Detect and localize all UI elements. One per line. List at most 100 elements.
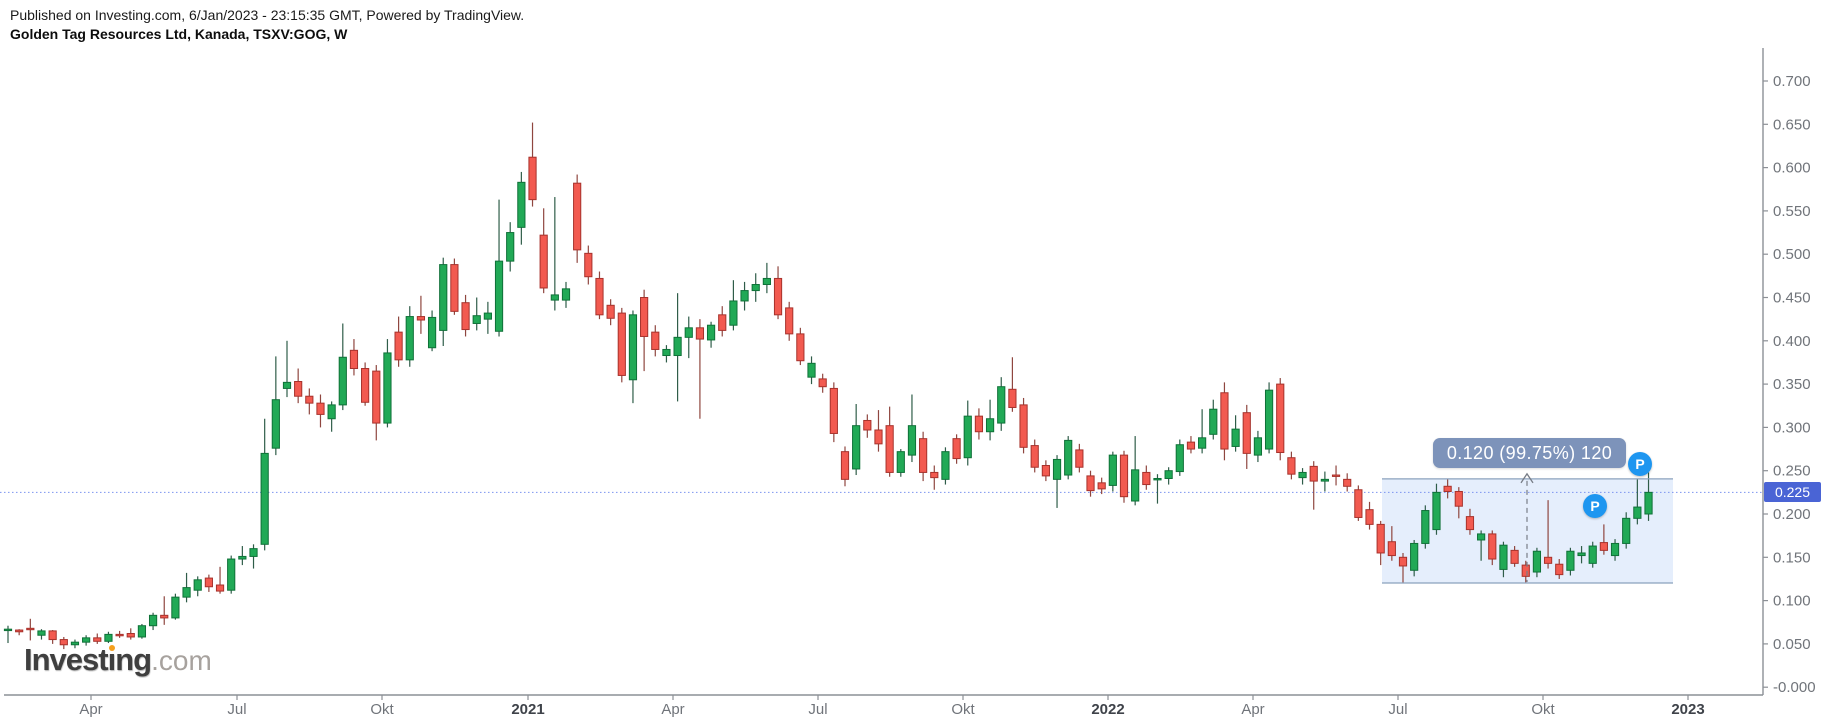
range-tooltip[interactable]: 0.120 (99.75%) 120 bbox=[1433, 438, 1626, 468]
candle bbox=[628, 310, 638, 404]
logo-text: Invest bbox=[24, 642, 109, 677]
candle bbox=[885, 406, 894, 477]
candle bbox=[785, 301, 794, 341]
price-badge: 0.225 bbox=[1764, 482, 1821, 502]
candle bbox=[818, 373, 827, 393]
candle bbox=[1119, 450, 1129, 503]
candle bbox=[1030, 439, 1039, 473]
candle bbox=[1175, 439, 1184, 476]
candle bbox=[1064, 436, 1073, 480]
candle bbox=[974, 408, 984, 440]
candle bbox=[282, 340, 292, 398]
candle bbox=[550, 197, 559, 311]
candle bbox=[941, 447, 950, 485]
candle bbox=[584, 245, 593, 285]
candle bbox=[863, 414, 872, 438]
candle bbox=[160, 596, 169, 625]
candle bbox=[1309, 461, 1318, 510]
candle bbox=[1477, 530, 1486, 561]
candle bbox=[907, 394, 917, 463]
candle bbox=[1153, 474, 1162, 504]
candle bbox=[640, 289, 649, 372]
logo-text: ng bbox=[115, 642, 152, 677]
candle bbox=[427, 310, 437, 352]
candle bbox=[182, 572, 191, 603]
x-axis-label: 2021 bbox=[511, 701, 544, 718]
candle bbox=[1510, 546, 1519, 567]
candle bbox=[617, 307, 626, 383]
y-axis-label: 0.400 bbox=[1773, 333, 1811, 350]
candle bbox=[338, 323, 347, 411]
candle bbox=[673, 293, 682, 402]
candle bbox=[1343, 473, 1352, 492]
candle bbox=[718, 306, 727, 337]
candle bbox=[93, 633, 102, 644]
candle bbox=[829, 382, 838, 443]
candle bbox=[952, 434, 961, 464]
candle bbox=[706, 321, 716, 348]
candle bbox=[896, 449, 905, 477]
candle bbox=[840, 446, 850, 487]
candle bbox=[1320, 471, 1329, 492]
candle bbox=[305, 388, 314, 415]
candle bbox=[450, 258, 459, 315]
p-marker-icon[interactable]: P bbox=[1583, 494, 1607, 518]
candle bbox=[70, 639, 80, 649]
candle bbox=[1577, 546, 1586, 564]
candle bbox=[361, 362, 370, 406]
candle bbox=[1610, 539, 1620, 561]
candle bbox=[294, 368, 303, 404]
candle bbox=[37, 629, 46, 640]
candle bbox=[1019, 397, 1028, 454]
candle bbox=[595, 271, 604, 320]
candle bbox=[416, 295, 426, 334]
candle bbox=[1454, 487, 1463, 519]
candle bbox=[963, 400, 972, 466]
candle bbox=[439, 257, 448, 346]
candle bbox=[506, 222, 515, 272]
candle bbox=[1421, 505, 1430, 549]
candle bbox=[316, 394, 325, 428]
x-axis-label: Jul bbox=[1388, 701, 1407, 718]
candle bbox=[662, 345, 671, 363]
candle bbox=[773, 266, 783, 320]
candle bbox=[1220, 382, 1229, 461]
axes[interactable]: 0.700 0.650 0.600 0.550 0.500 0.450 0.400 0.350… bbox=[4, 48, 1816, 718]
orange-dot-icon bbox=[108, 645, 115, 651]
y-axis-label: 0.250 bbox=[1773, 463, 1811, 480]
y-axis-label: 0.450 bbox=[1773, 290, 1811, 307]
candle bbox=[1186, 436, 1196, 454]
candle bbox=[1242, 404, 1251, 469]
logo-com: .com bbox=[151, 645, 212, 676]
candle bbox=[561, 281, 571, 308]
candle bbox=[1198, 409, 1207, 454]
candle bbox=[517, 171, 526, 245]
candle bbox=[1331, 465, 1341, 486]
measure-arrow[interactable] bbox=[1520, 472, 1534, 583]
candle bbox=[1231, 415, 1240, 452]
candle bbox=[472, 297, 481, 331]
candle bbox=[1387, 526, 1396, 561]
candle bbox=[204, 574, 213, 592]
candle bbox=[349, 339, 359, 376]
candle bbox=[137, 623, 147, 639]
candle bbox=[1008, 357, 1017, 412]
x-axis-label: Apr bbox=[79, 701, 102, 718]
candle bbox=[1633, 478, 1642, 525]
candle bbox=[874, 410, 883, 452]
candles-group[interactable] bbox=[3, 122, 1653, 650]
p-marker-icon[interactable]: P bbox=[1628, 452, 1652, 476]
candle bbox=[1142, 465, 1151, 490]
candle bbox=[1164, 467, 1173, 485]
candle bbox=[260, 418, 269, 551]
candle bbox=[461, 294, 470, 337]
candle bbox=[606, 299, 615, 326]
candle bbox=[215, 566, 225, 594]
candle bbox=[1298, 468, 1307, 485]
candle bbox=[3, 625, 13, 644]
candle bbox=[930, 465, 939, 490]
candle bbox=[1488, 530, 1497, 566]
candle bbox=[852, 404, 861, 476]
y-axis-label: -0.000 bbox=[1773, 679, 1816, 696]
